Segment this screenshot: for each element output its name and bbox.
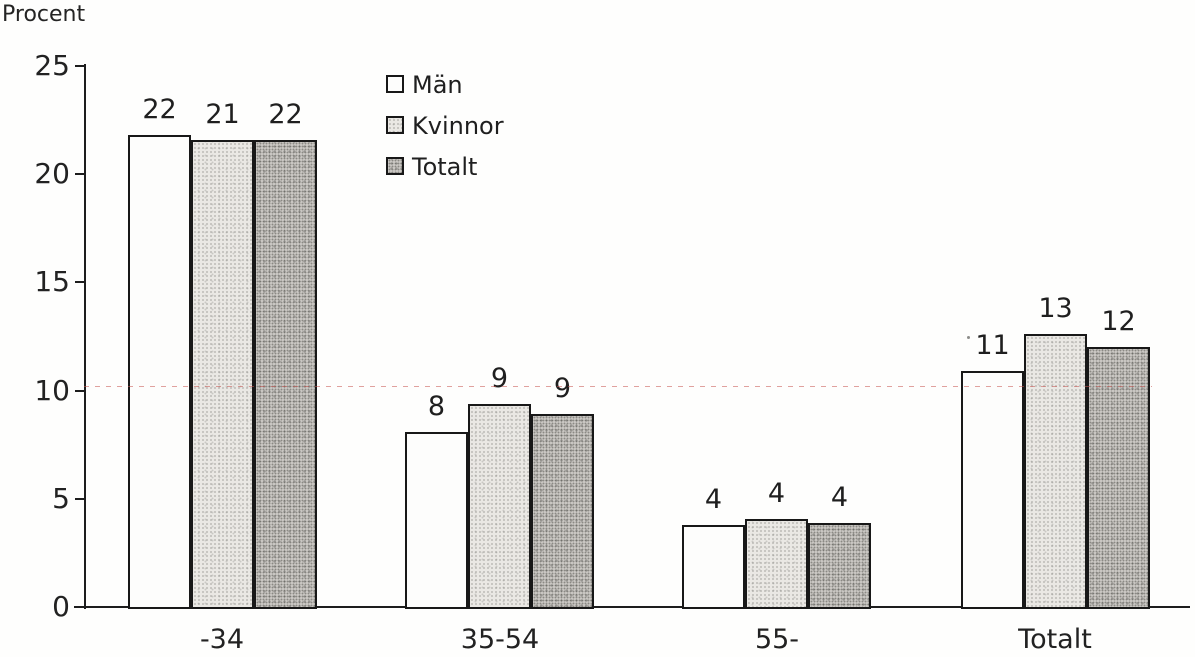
legend-swatch-kvinnor-icon <box>386 116 404 134</box>
x-category-label-34: -34 <box>199 624 245 655</box>
bar-value-label-kvinnor-55: 4 <box>767 478 786 509</box>
bar-totalt-totalt <box>1087 347 1150 609</box>
x-category-label-55: 55- <box>754 624 800 655</box>
legend-label-kvinnor: Kvinnor <box>412 112 504 140</box>
y-tick-mark <box>75 173 85 175</box>
y-tick-mark <box>75 606 85 608</box>
bar-value-label-m-n-55: 4 <box>704 484 723 515</box>
bar-kvinnor-55 <box>745 519 808 609</box>
y-tick-mark <box>75 65 85 67</box>
legend-swatch-m-n-icon <box>386 75 404 93</box>
bar-value-label-totalt-55: 4 <box>830 482 849 513</box>
x-category-label-totalt: Totalt <box>1018 624 1092 655</box>
bar-totalt-35-54 <box>531 414 594 609</box>
bar-totalt-55 <box>808 523 871 609</box>
bar-value-label-m-n-35-54: 8 <box>427 391 446 422</box>
y-axis-title: Procent <box>2 2 86 27</box>
y-tick-mark <box>75 281 85 283</box>
bar-m-n-35-54 <box>405 432 468 609</box>
bar-kvinnor-35-54 <box>468 404 531 609</box>
bar-kvinnor-34 <box>191 140 254 609</box>
legend-item-totalt: Totalt <box>386 155 526 179</box>
bar-value-label-totalt-totalt: 12 <box>1101 306 1136 337</box>
y-tick-label: 5 <box>52 482 70 515</box>
legend-label-m-n: Män <box>412 71 463 99</box>
bar-m-n-totalt <box>961 371 1024 609</box>
y-axis-line <box>84 64 86 609</box>
bar-m-n-34 <box>128 135 191 609</box>
y-tick-mark <box>75 498 85 500</box>
x-axis-line <box>74 606 1190 608</box>
bar-value-label-kvinnor-totalt: 13 <box>1038 293 1073 324</box>
scan-speck <box>967 336 970 339</box>
x-category-label-35-54: 35-54 <box>460 624 540 655</box>
legend-swatch-totalt-icon <box>386 157 404 175</box>
legend-item-m-n: Män <box>386 73 526 97</box>
legend-item-kvinnor: Kvinnor <box>386 114 526 138</box>
y-tick-label: 25 <box>34 49 70 82</box>
bar-m-n-55 <box>682 525 745 609</box>
bar-value-label-m-n-34: 22 <box>142 94 177 125</box>
legend-label-totalt: Totalt <box>412 153 478 181</box>
bar-value-label-m-n-totalt: 11 <box>975 330 1010 361</box>
y-tick-label: 0 <box>52 590 70 623</box>
bar-value-label-totalt-35-54: 9 <box>553 373 572 404</box>
y-tick-label: 15 <box>34 265 70 298</box>
bar-kvinnor-totalt <box>1024 334 1087 609</box>
bar-value-label-kvinnor-34: 21 <box>205 99 240 130</box>
y-tick-mark <box>75 390 85 392</box>
bar-totalt-34 <box>254 140 317 609</box>
y-tick-label: 10 <box>34 374 70 407</box>
y-tick-label: 20 <box>34 157 70 190</box>
bar-value-label-totalt-34: 22 <box>268 99 303 130</box>
